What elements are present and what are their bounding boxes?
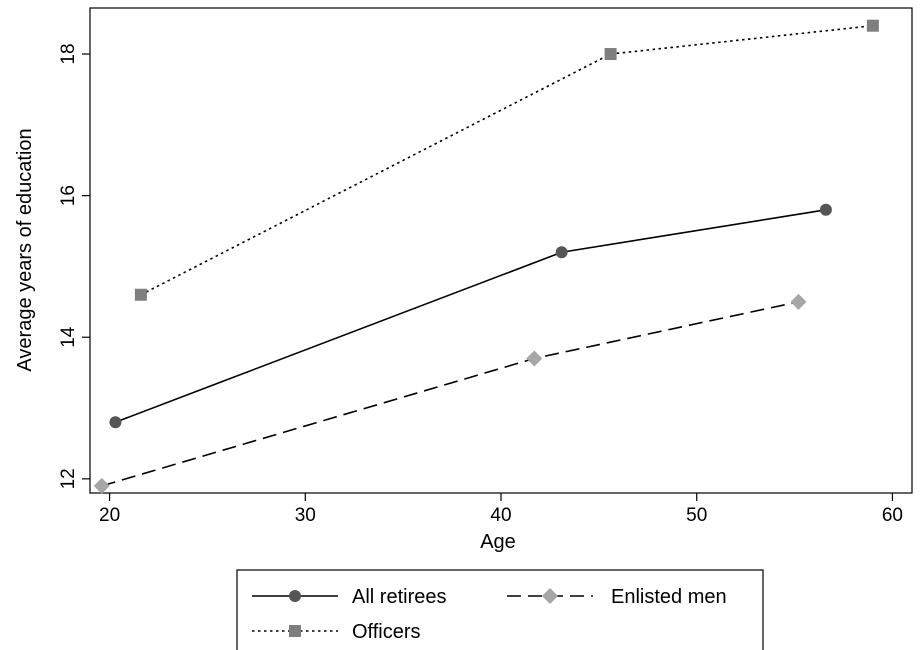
x-tick-label: 40	[490, 505, 511, 526]
enlisted-men-point	[790, 293, 807, 310]
legend-marker	[289, 590, 301, 602]
legend-label: Enlisted men	[611, 586, 727, 608]
legend-item-enlisted-men: Enlisted men	[507, 586, 727, 608]
enlisted-men-point	[93, 477, 110, 494]
legend-item-all-retirees: All retirees	[252, 586, 446, 608]
officers-point	[866, 19, 879, 32]
x-tick-label: 20	[99, 505, 120, 526]
series-all-retirees	[109, 203, 832, 429]
x-tick-label: 30	[295, 505, 316, 526]
all-retirees-point	[819, 203, 832, 216]
y-tick-label: 14	[58, 326, 79, 348]
officers-point	[134, 288, 147, 301]
legend-box	[236, 569, 764, 650]
y-tick-label: 12	[58, 468, 79, 489]
legend-item-officers: Officers	[252, 621, 421, 643]
enlisted-men-point	[526, 350, 543, 367]
x-axis-label: Age	[480, 531, 516, 553]
all-retirees-point	[555, 246, 568, 259]
all-retirees-point	[109, 416, 122, 429]
y-tick-label: 16	[58, 185, 79, 206]
y-tick-label: 18	[58, 43, 79, 64]
y-axis-label: Average years of education	[14, 128, 36, 371]
legend: All retirees Enlisted men Officers	[236, 569, 764, 650]
legend-marker	[289, 625, 301, 637]
legend-label: Officers	[352, 621, 421, 643]
axes: 20 30 40 50 60 12 14 16 18	[58, 43, 903, 526]
series-layer	[93, 19, 879, 494]
legend-label: All retirees	[352, 586, 446, 608]
series-officers	[134, 19, 879, 301]
x-tick-label: 50	[686, 505, 707, 526]
officers-point	[604, 48, 617, 61]
officers-line	[140, 24, 873, 296]
series-enlisted-men	[93, 293, 807, 494]
x-tick-label: 60	[882, 505, 903, 526]
legend-marker	[542, 588, 558, 604]
